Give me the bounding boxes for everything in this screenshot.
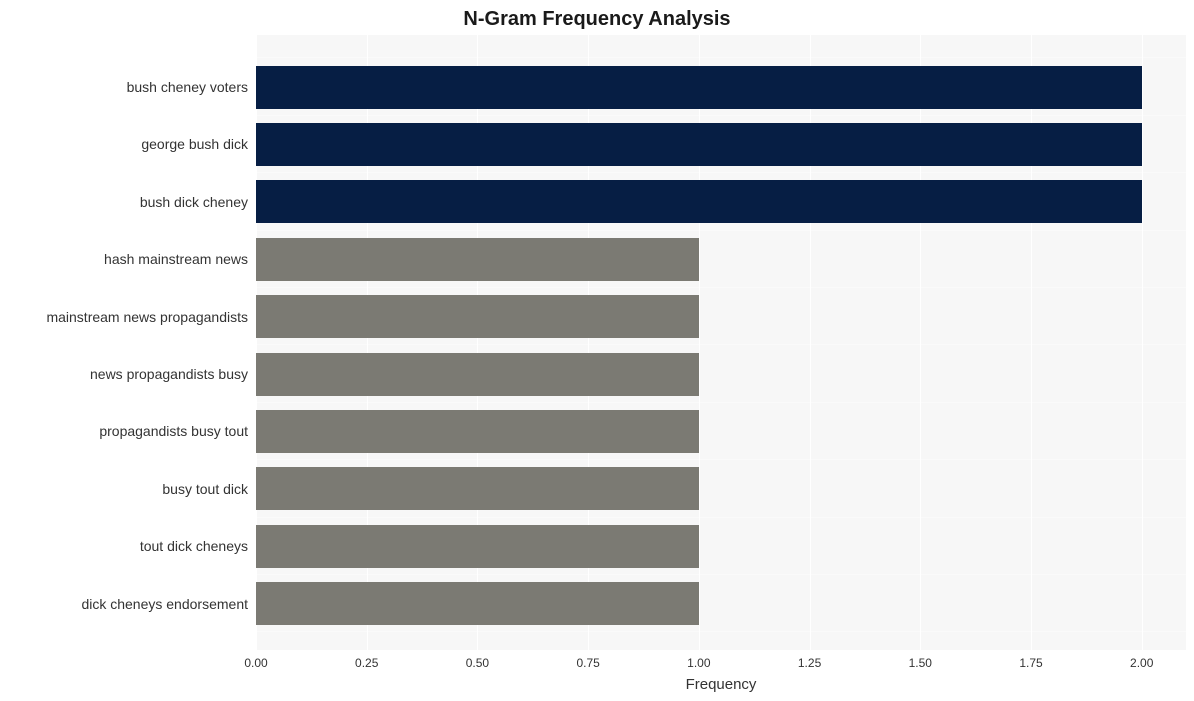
bar bbox=[256, 410, 699, 453]
x-tick-label: 1.00 bbox=[687, 656, 710, 670]
y-tick-label: tout dick cheneys bbox=[0, 538, 248, 554]
x-tick-label: 0.00 bbox=[244, 656, 267, 670]
grid-band bbox=[256, 344, 1186, 345]
x-tick-label: 1.75 bbox=[1019, 656, 1042, 670]
x-axis-title: Frequency bbox=[256, 676, 1186, 693]
bar bbox=[256, 295, 699, 338]
bar bbox=[256, 467, 699, 510]
gridline bbox=[1142, 35, 1143, 650]
grid-band bbox=[256, 172, 1186, 173]
x-tick-label: 1.25 bbox=[798, 656, 821, 670]
bar bbox=[256, 353, 699, 396]
bar bbox=[256, 123, 1142, 166]
x-tick-label: 0.25 bbox=[355, 656, 378, 670]
x-tick-label: 0.75 bbox=[576, 656, 599, 670]
bar bbox=[256, 238, 699, 281]
chart-title: N-Gram Frequency Analysis bbox=[0, 8, 1194, 31]
bar bbox=[256, 525, 699, 568]
y-axis-labels: bush cheney voters george bush dick bush d… bbox=[0, 35, 256, 650]
grid-band bbox=[256, 57, 1186, 58]
grid-band bbox=[256, 574, 1186, 575]
grid-band bbox=[256, 517, 1186, 518]
y-tick-label: mainstream news propagandists bbox=[0, 309, 248, 325]
bar bbox=[256, 180, 1142, 223]
y-tick-label: busy tout dick bbox=[0, 481, 248, 497]
y-tick-label: dick cheneys endorsement bbox=[0, 596, 248, 612]
y-tick-label: news propagandists busy bbox=[0, 366, 248, 382]
x-tick-label: 0.50 bbox=[466, 656, 489, 670]
grid-band bbox=[256, 230, 1186, 231]
chart-container: N-Gram Frequency Analysis bush cheney vo… bbox=[0, 0, 1194, 701]
plot-area bbox=[256, 35, 1186, 650]
bar bbox=[256, 66, 1142, 109]
grid-band bbox=[256, 459, 1186, 460]
y-tick-label: bush cheney voters bbox=[0, 79, 248, 95]
grid-band bbox=[256, 631, 1186, 632]
x-tick-label: 1.50 bbox=[909, 656, 932, 670]
y-tick-label: george bush dick bbox=[0, 136, 248, 152]
grid-band bbox=[256, 402, 1186, 403]
y-tick-label: bush dick cheney bbox=[0, 194, 248, 210]
bar bbox=[256, 582, 699, 625]
grid-band bbox=[256, 115, 1186, 116]
x-tick-label: 2.00 bbox=[1130, 656, 1153, 670]
x-axis-ticks: 0.000.250.500.751.001.251.501.752.00 bbox=[256, 656, 1186, 676]
grid-band bbox=[256, 287, 1186, 288]
y-tick-label: propagandists busy tout bbox=[0, 423, 248, 439]
y-tick-label: hash mainstream news bbox=[0, 251, 248, 267]
